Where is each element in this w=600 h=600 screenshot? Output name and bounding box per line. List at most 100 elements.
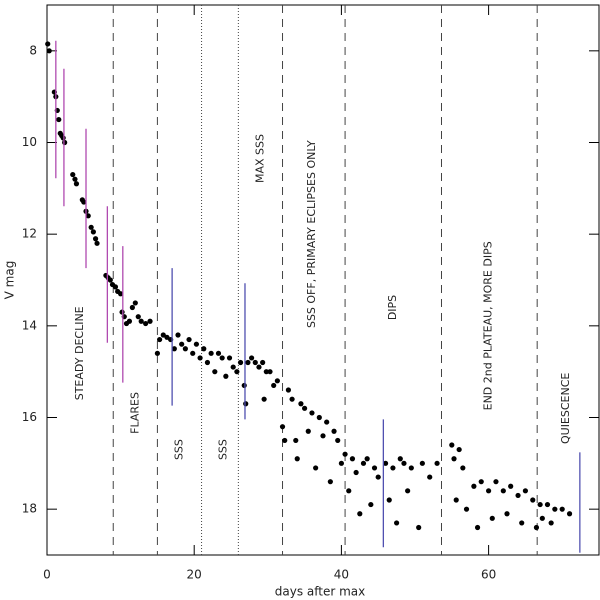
data-point	[463, 506, 470, 512]
data-point	[302, 405, 308, 411]
data-point	[256, 364, 262, 370]
data-point	[349, 456, 356, 462]
data-point	[416, 524, 422, 531]
data-point	[129, 304, 135, 311]
data-point	[138, 318, 144, 324]
data-point	[90, 229, 96, 235]
data-point	[548, 520, 554, 526]
data-point	[478, 479, 484, 485]
data-point	[193, 341, 200, 347]
data-point	[92, 236, 99, 242]
plot-frame	[46, 4, 600, 556]
data-point	[456, 446, 462, 453]
data-point	[237, 359, 244, 366]
data-point	[252, 359, 258, 366]
data-point	[73, 181, 80, 187]
x-axis-label: days after max	[275, 585, 366, 599]
data-point	[519, 520, 525, 526]
data-point	[234, 369, 240, 375]
data-point	[357, 511, 363, 517]
data-point	[544, 501, 551, 508]
y-tick-label: 8	[29, 43, 37, 57]
data-point	[88, 224, 94, 230]
y-tick-label: 10	[22, 135, 37, 149]
x-tick-label: 40	[334, 568, 349, 582]
data-point	[533, 524, 540, 531]
data-point	[171, 346, 177, 352]
data-point	[274, 378, 280, 384]
data-point	[135, 314, 141, 320]
data-point	[260, 359, 266, 366]
data-point	[45, 41, 51, 47]
data-point	[408, 465, 414, 471]
data-point	[451, 456, 457, 462]
data-point	[245, 359, 251, 366]
data-point	[375, 474, 381, 480]
data-point	[60, 135, 66, 141]
data-point	[504, 511, 510, 517]
y-tick-label: 16	[22, 410, 37, 424]
y-tick-label: 12	[22, 227, 37, 241]
data-point	[279, 424, 286, 430]
data-point	[201, 346, 207, 352]
data-point	[309, 410, 315, 416]
data-point	[143, 320, 149, 327]
data-point	[401, 460, 407, 466]
data-point	[147, 318, 153, 324]
data-point	[453, 497, 459, 503]
data-point	[294, 456, 300, 462]
data-point	[223, 373, 229, 379]
data-point	[353, 469, 359, 476]
data-point	[119, 309, 125, 315]
data-point	[471, 483, 477, 489]
data-point	[522, 488, 529, 494]
annotation: STEADY DECLINE	[73, 306, 86, 400]
data-point	[559, 506, 565, 512]
data-point	[81, 199, 87, 205]
data-point	[342, 451, 348, 457]
data-point	[215, 350, 222, 356]
x-tick-label: 0	[43, 568, 51, 582]
data-point	[298, 401, 304, 407]
data-point	[386, 497, 392, 503]
data-point	[508, 483, 514, 489]
data-point	[126, 318, 133, 324]
data-point	[305, 428, 311, 434]
data-point	[566, 511, 573, 517]
data-point	[62, 139, 68, 146]
data-point	[154, 350, 160, 356]
data-point	[293, 437, 299, 444]
data-point	[382, 460, 389, 466]
data-point	[219, 355, 225, 361]
data-point	[289, 396, 295, 402]
data-point	[364, 456, 370, 462]
data-point	[327, 479, 333, 485]
data-point	[460, 465, 466, 471]
data-point	[182, 346, 188, 352]
data-point	[179, 341, 185, 347]
data-point	[368, 501, 374, 508]
annotation: MAX SSS	[253, 134, 266, 183]
y-axis-label: V mag	[3, 261, 17, 300]
data-point	[204, 359, 211, 366]
data-point	[175, 332, 181, 338]
data-point	[46, 48, 52, 54]
data-point	[226, 355, 233, 361]
data-point	[338, 460, 344, 466]
data-point	[371, 465, 378, 471]
data-point	[394, 520, 400, 526]
data-point	[360, 460, 367, 466]
data-point	[539, 515, 545, 521]
data-point	[282, 437, 288, 444]
data-point	[449, 442, 455, 448]
data-point	[132, 300, 138, 306]
data-point	[208, 350, 214, 356]
data-point	[263, 369, 269, 375]
annotation: SSS	[172, 439, 185, 460]
data-point	[335, 437, 341, 444]
data-point	[243, 401, 249, 407]
data-point	[271, 382, 277, 389]
data-point	[56, 116, 62, 123]
annotation: SSS	[217, 439, 230, 460]
